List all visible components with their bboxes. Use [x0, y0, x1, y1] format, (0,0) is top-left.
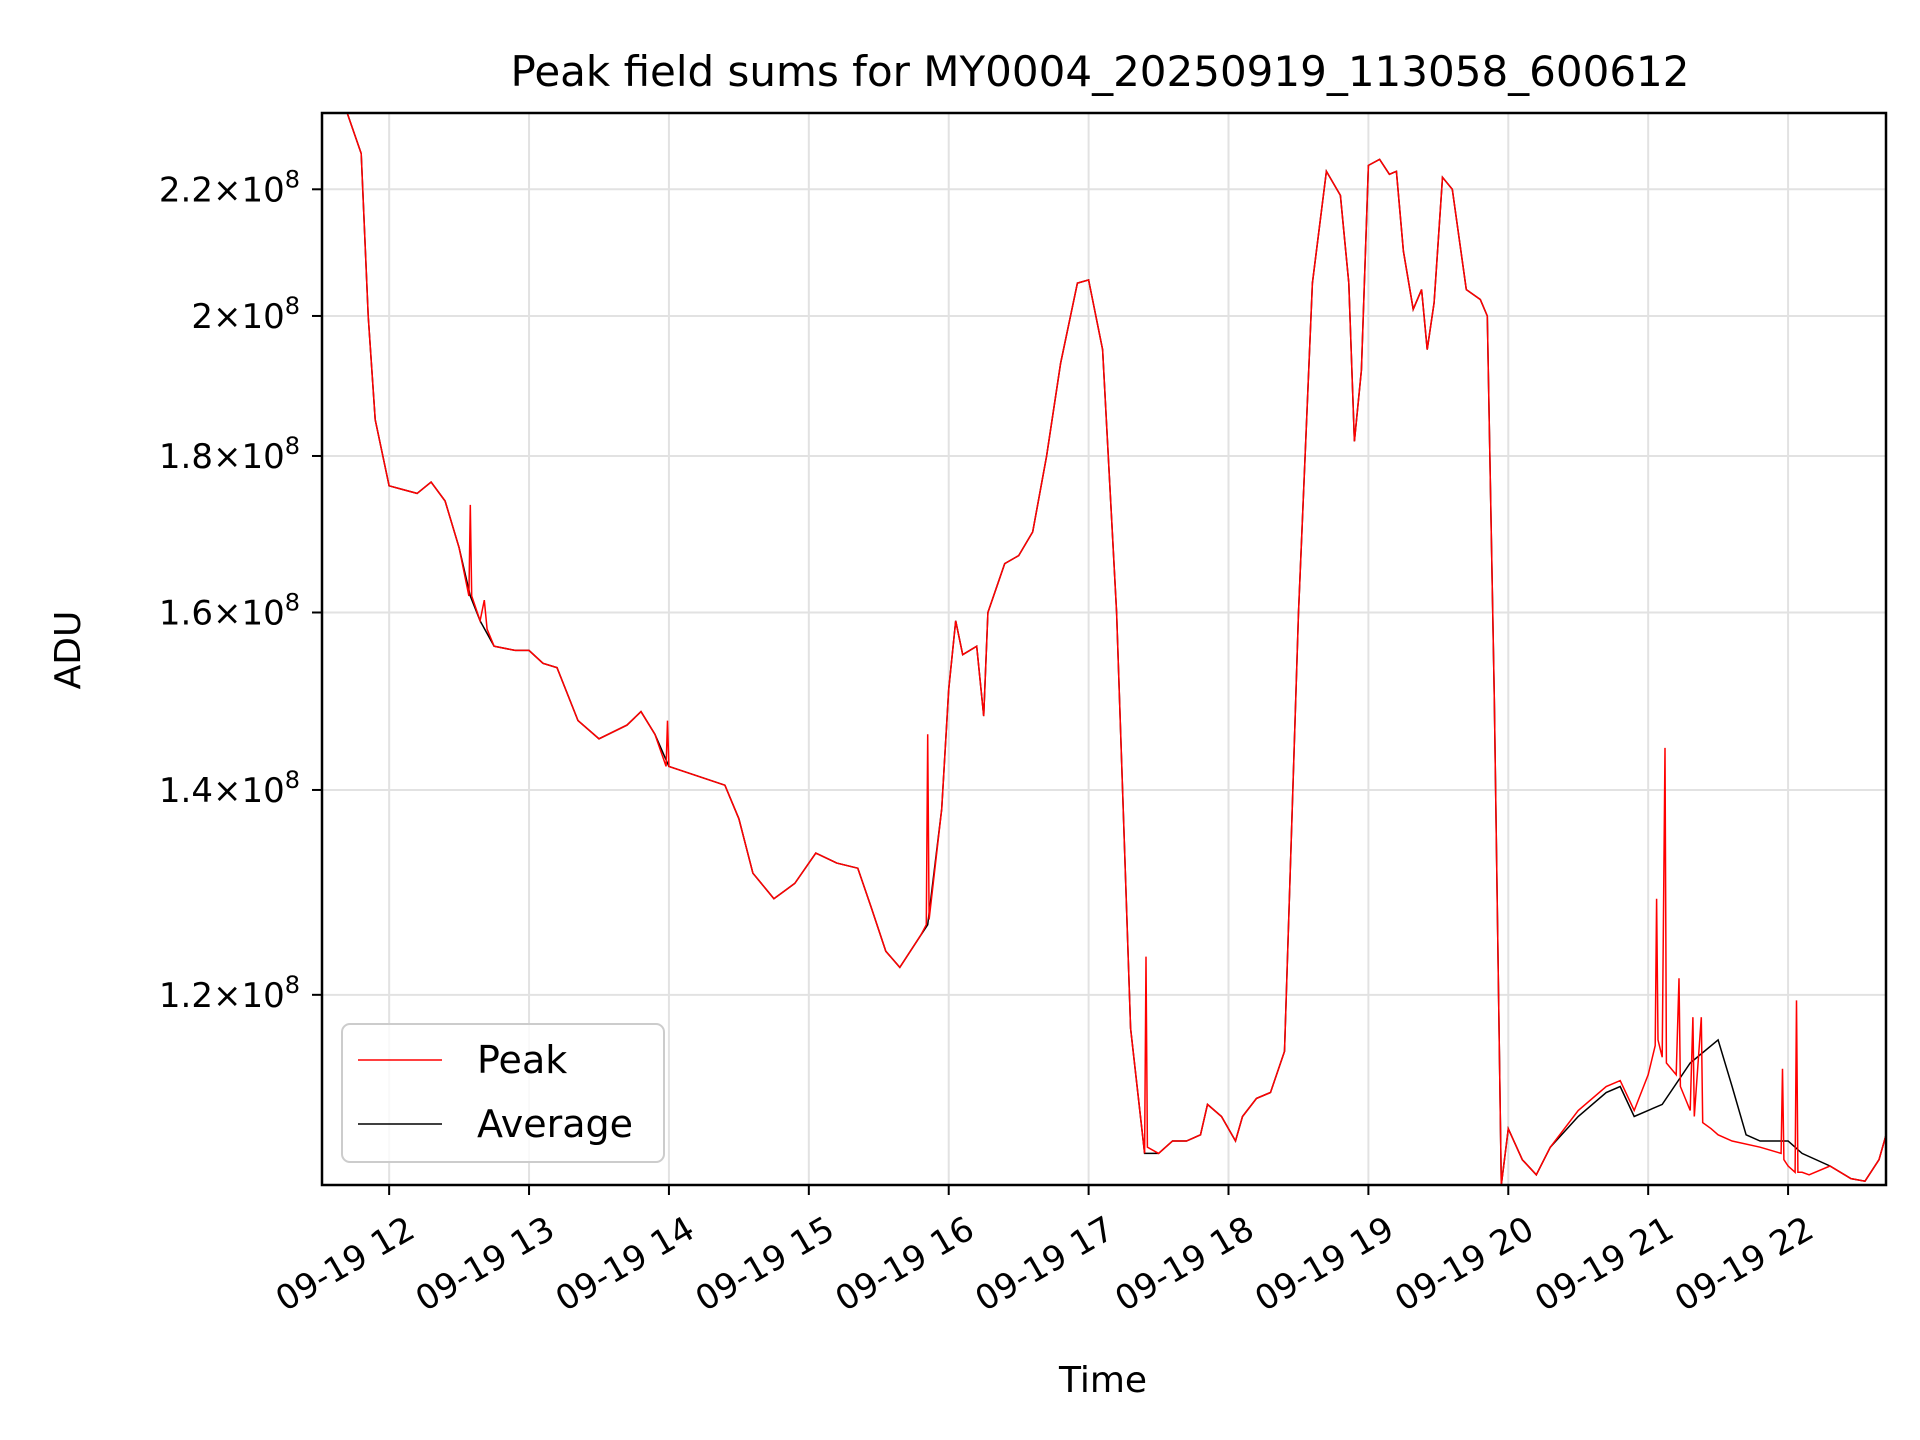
y-axis-label: ADU [48, 611, 89, 690]
y-axis: 1.2×108 1.4×108 1.6×108 1.8×108 2×108 2.2×108 [159, 165, 322, 1016]
y-tick-label: 2.2×108 [159, 165, 300, 210]
legend: Peak Average [341, 1023, 665, 1163]
legend-label-peak: Peak [477, 1038, 567, 1082]
y-tick-label: 1.8×108 [159, 432, 300, 477]
legend-label-average: Average [477, 1102, 633, 1146]
grid-lines [322, 113, 1886, 1185]
chart-title: Peak field sums for MY0004_20250919_1130… [510, 47, 1689, 96]
y-tick-label: 2×108 [191, 292, 300, 337]
legend-box [341, 1023, 665, 1163]
y-tick-label: 1.2×108 [159, 971, 300, 1016]
x-axis-label: Time [1058, 1360, 1147, 1401]
plot-frame [320, 111, 1888, 1187]
series-line-peak [322, 113, 1886, 1185]
plot-lines [322, 113, 1886, 1185]
y-tick-label: 1.4×108 [159, 766, 300, 811]
y-tick-label: 1.6×108 [159, 589, 300, 634]
